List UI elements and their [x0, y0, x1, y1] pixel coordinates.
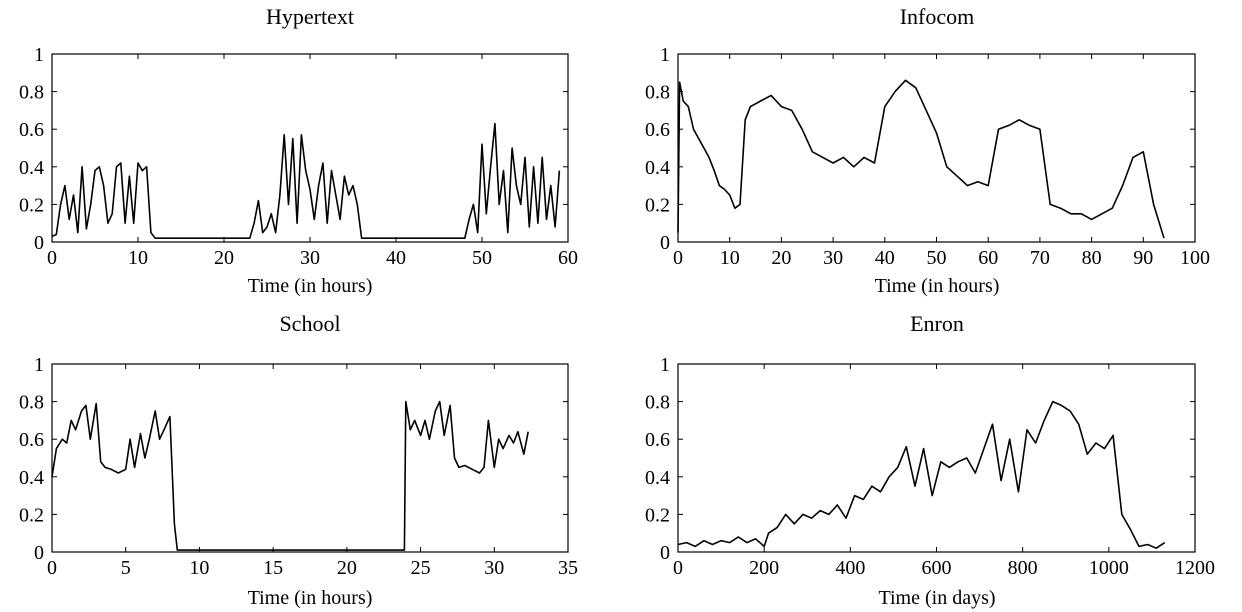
chart-title: Infocom	[900, 4, 975, 29]
x-tick-label: 1000	[1089, 557, 1129, 579]
chart-title: Enron	[910, 311, 964, 336]
y-tick-label: 0.8	[19, 392, 44, 414]
series-line	[677, 400, 1166, 550]
x-tick-label: 1200	[1175, 557, 1215, 579]
chart-title: School	[279, 311, 340, 336]
x-axis-label: Time (in hours)	[248, 587, 373, 609]
x-tick-label: 800	[1008, 557, 1038, 579]
x-tick-label: 30	[300, 247, 320, 269]
x-axis-label: Time (in days)	[878, 587, 995, 609]
y-tick-label: 0.4	[645, 157, 670, 179]
x-tick-label: 20	[771, 247, 791, 269]
x-tick-label: 5	[121, 557, 131, 579]
x-tick-label: 30	[823, 247, 843, 269]
x-tick-label: 400	[835, 557, 865, 579]
x-tick-label: 15	[263, 557, 283, 579]
panel-school: School Time (in hours) 00.20.40.60.810 5 1…	[19, 311, 578, 609]
series-line	[51, 122, 561, 239]
x-tick-label: 10	[189, 557, 209, 579]
x-tick-label: 35	[558, 557, 578, 579]
x-tick-label: 10	[720, 247, 740, 269]
y-tick-label: 1	[660, 44, 670, 66]
y-tick-label: 0	[660, 232, 670, 254]
y-tick-label: 1	[34, 354, 44, 376]
x-tick-label: 40	[875, 247, 895, 269]
x-tick-label: 0	[673, 557, 683, 579]
x-tick-label: 30	[484, 557, 504, 579]
plot-frame	[677, 363, 1196, 553]
x-tick-label: 100	[1180, 247, 1210, 269]
y-tick-label: 0	[34, 232, 44, 254]
x-tick-label: 25	[411, 557, 431, 579]
x-tick-label: 600	[922, 557, 952, 579]
y-tick-label: 0.6	[645, 429, 670, 451]
y-tick-label: 0.2	[645, 194, 670, 216]
x-tick-label: 40	[386, 247, 406, 269]
x-tick-label: 0	[47, 247, 57, 269]
x-axis-label: Time (in hours)	[875, 275, 1000, 297]
x-tick-label: 90	[1133, 247, 1153, 269]
y-tick-label: 0.4	[19, 467, 44, 489]
y-tick-label: 0.2	[19, 504, 44, 526]
y-tick-label: 0.6	[19, 429, 44, 451]
x-tick-label: 0	[673, 247, 683, 269]
plot-frame	[51, 53, 569, 243]
x-tick-label: 10	[128, 247, 148, 269]
x-tick-label: 200	[749, 557, 779, 579]
y-tick-label: 0.6	[645, 119, 670, 141]
x-tick-label: 50	[927, 247, 947, 269]
y-tick-label: 0.4	[645, 467, 670, 489]
x-tick-label: 50	[472, 247, 492, 269]
panel-infocom: Infocom Time (in hours) 00.20.40.60.810 1…	[645, 4, 1210, 297]
y-tick-label: 0.2	[19, 194, 44, 216]
x-axis-label: Time (in hours)	[248, 275, 373, 297]
y-tick-label: 0.8	[645, 82, 670, 104]
plot-frame	[51, 363, 569, 553]
y-tick-label: 0	[660, 542, 670, 564]
series-line	[51, 400, 529, 551]
x-tick-label: 70	[1030, 247, 1050, 269]
y-tick-label: 0.8	[19, 82, 44, 104]
chart-title: Hypertext	[266, 4, 354, 29]
x-tick-label: 20	[214, 247, 234, 269]
x-tick-label: 60	[558, 247, 578, 269]
y-tick-label: 0.4	[19, 157, 44, 179]
series-line	[677, 79, 1165, 239]
panel-hypertext: Hypertext Time (in hours) 0 0.2 0.4 0.6 0.8 1…	[19, 4, 578, 297]
plot-frame	[677, 53, 1196, 243]
x-tick-label: 80	[1082, 247, 1102, 269]
x-tick-label: 20	[337, 557, 357, 579]
panel-enron: Enron Time (in days) 0 0.2 0.4 0.6 0.8 1 0 200 4…	[645, 311, 1215, 609]
y-tick-label: 0.8	[645, 392, 670, 414]
y-tick-label: 1	[660, 354, 670, 376]
x-tick-label: 0	[47, 557, 57, 579]
y-tick-label: 0.6	[19, 119, 44, 141]
y-tick-label: 0	[34, 542, 44, 564]
y-tick-label: 1	[34, 44, 44, 66]
y-tick-label: 0.2	[645, 504, 670, 526]
x-tick-label: 60	[978, 247, 998, 269]
